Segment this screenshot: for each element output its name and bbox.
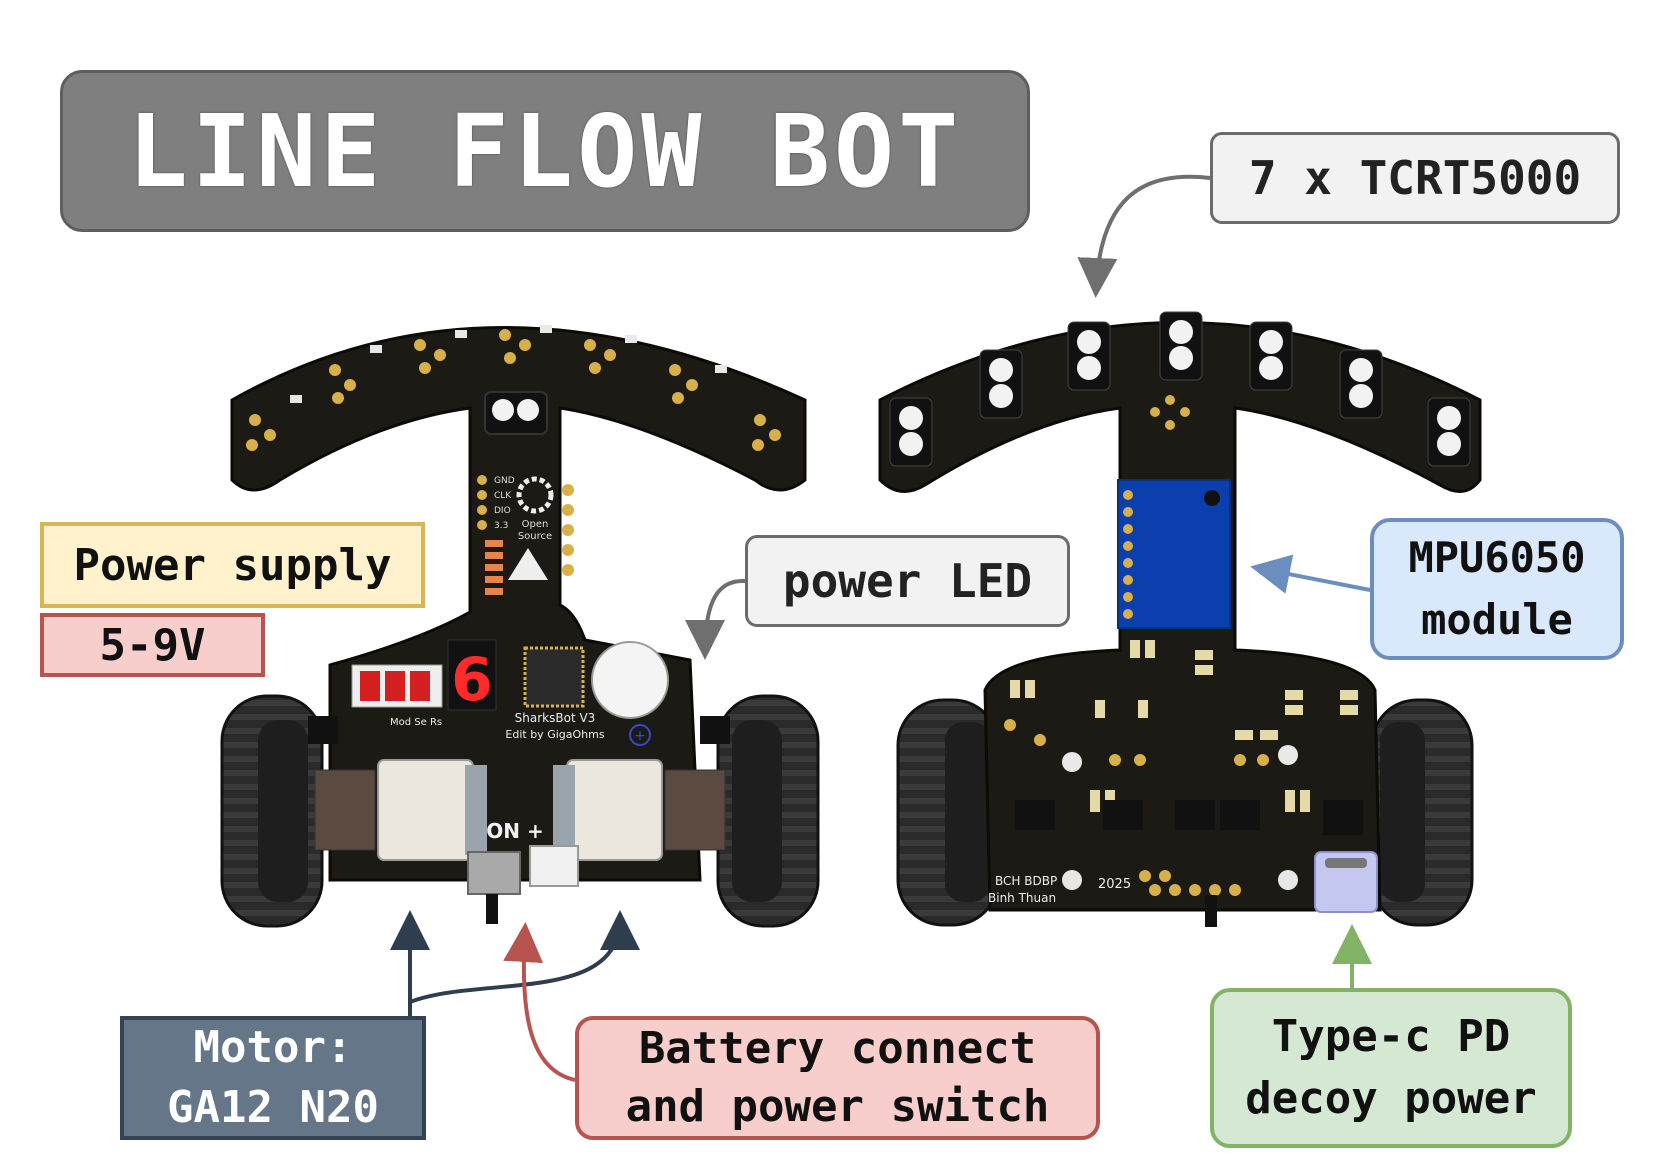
switch-label: ON + bbox=[486, 819, 543, 843]
mcu-chip bbox=[523, 646, 585, 708]
pin-label-gnd: GND bbox=[494, 476, 515, 486]
mpu6050-label: MPU6050 module bbox=[1370, 518, 1624, 660]
battery-switch-label: Battery connect and power switch bbox=[575, 1016, 1100, 1140]
power-supply-label: Power supply bbox=[40, 522, 425, 608]
arrow-motor-right bbox=[409, 910, 640, 1004]
pin-label-clk: CLK bbox=[494, 491, 512, 501]
board-edit-label: Edit by GigaOhms bbox=[505, 728, 604, 741]
back-robot: BCH BDBP Binh Thuan 2025 bbox=[878, 311, 1482, 927]
buzzer bbox=[591, 641, 669, 719]
open-source-label: Open Source bbox=[518, 519, 552, 542]
back-year: 2025 bbox=[1098, 877, 1131, 892]
back-credit-line-2: Binh Thuan bbox=[988, 891, 1056, 905]
tcrt5000-label: 7 x TCRT5000 bbox=[1210, 132, 1620, 224]
front-right-motor bbox=[553, 759, 726, 861]
arrow-mpu bbox=[1250, 554, 1371, 594]
arrow-battery bbox=[503, 922, 576, 1082]
pin-label-dio: DIO bbox=[494, 506, 511, 516]
power-switch bbox=[467, 851, 521, 895]
front-left-motor bbox=[314, 759, 487, 861]
motor-label: Motor: GA12 N20 bbox=[120, 1016, 426, 1140]
front-pin-header bbox=[477, 475, 574, 576]
tcrt5000-sensors bbox=[889, 311, 1471, 467]
back-credit-line-1: BCH BDBP bbox=[995, 874, 1057, 888]
esd-warning-icon bbox=[508, 548, 548, 580]
open-source-gear-icon bbox=[516, 476, 554, 514]
front-sensor-pads bbox=[246, 329, 781, 451]
pin-label-33: 3.3 bbox=[494, 521, 508, 531]
power-led-label: power LED bbox=[745, 535, 1070, 627]
voltage-label: 5-9V bbox=[40, 613, 265, 677]
button-labels: Mod Se Rs bbox=[390, 717, 442, 728]
seven-segment-display: 6 bbox=[351, 639, 497, 715]
board-name-label: SharksBot V3 bbox=[515, 711, 596, 725]
battery-connector bbox=[529, 845, 579, 887]
back-components bbox=[1004, 640, 1363, 896]
front-right-wheel bbox=[716, 694, 820, 928]
arrow-power-led bbox=[685, 578, 746, 660]
back-left-wheel bbox=[896, 698, 1000, 927]
arrow-tcrt bbox=[1077, 174, 1211, 298]
seven-segment-digit: 6 bbox=[451, 645, 493, 715]
svg-text:+: + bbox=[634, 728, 646, 744]
front-robot: GND CLK DIO 3.3 Open Source 6 + SharksBot… bbox=[220, 325, 820, 928]
page-title: LINE FLOW BOT bbox=[60, 70, 1030, 232]
front-left-wheel bbox=[220, 694, 324, 928]
back-right-wheel bbox=[1370, 698, 1474, 927]
mpu6050-module bbox=[1117, 479, 1231, 629]
usb-c-port bbox=[1314, 851, 1378, 913]
typec-label: Type-c PD decoy power bbox=[1210, 988, 1572, 1148]
